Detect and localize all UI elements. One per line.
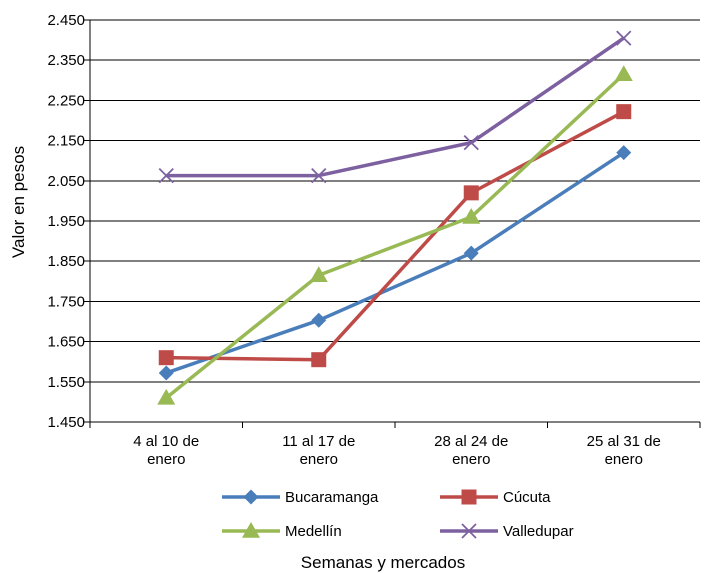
marker-stroke [311,167,327,184]
marker-shape [309,266,328,283]
marker-shape [157,388,176,405]
legend-marker [243,489,259,505]
marker-shape [616,145,632,161]
legend-item: Medellín [222,522,342,540]
data-point [311,352,327,368]
axes [84,19,701,428]
gridlines [90,19,700,423]
x-tick-label: 25 al 31 de enero [587,433,661,468]
legend-item: Cúcuta [440,489,551,506]
y-tick-label: 2.050 [47,173,85,190]
data-point [616,145,632,161]
y-tick-label: 2.250 [47,92,85,109]
marker-shape [463,185,479,201]
x-axis-title: Semanas y mercados [301,553,465,572]
data-point [311,167,327,184]
data-point [614,65,633,82]
data-point [463,185,479,201]
marker-shape [461,489,477,505]
data-point [462,207,481,224]
y-tick-label: 1.750 [47,293,85,310]
legend: Bucaramanga Cúcuta Medellín Valledupar [222,489,574,540]
series-line [165,151,625,375]
y-axis-title: Valor en pesos [9,146,28,258]
x-tick-label: 28 al 24 de enero [434,433,508,468]
y-tick-label: 1.650 [47,334,85,351]
marker-stroke [463,134,479,151]
legend-marker [242,522,260,538]
legend-item: Valledupar [440,523,574,540]
data-point [463,245,479,261]
data-point [158,167,174,184]
data-point [311,312,327,328]
data-point [158,350,174,366]
series-valledupar [158,30,632,184]
y-tick-label: 2.150 [47,133,85,150]
marker-shape [243,489,259,505]
marker-stroke [461,523,477,539]
series-line [165,72,625,400]
marker-stroke [158,167,174,184]
legend-label: Valledupar [503,523,574,540]
marker-shape [616,104,632,120]
marker-shape [158,365,174,381]
y-tick-label: 1.850 [47,253,85,270]
data-point [158,365,174,381]
marker-stroke [616,30,632,46]
data-point [616,104,632,120]
marker-shape [158,350,174,366]
marker-shape [463,245,479,261]
marker-shape [311,312,327,328]
y-tick-label: 2.450 [47,12,85,29]
legend-marker [461,523,477,539]
y-tick-label: 1.450 [47,414,85,431]
series-cucuta [158,104,632,368]
y-tick-label: 1.550 [47,374,85,391]
series-line [166,36,625,178]
marker-shape [462,207,481,224]
series-bucaramanga [158,145,632,381]
marker-shape [614,65,633,82]
legend-label: Medellín [285,523,342,540]
x-tick-label: 4 al 10 de enero [133,433,199,468]
series-group [157,30,633,405]
x-tick-label: 11 al 17 de enero [282,433,355,468]
legend-label: Cúcuta [503,489,551,506]
series-line [166,110,625,362]
series-medellin [157,65,633,405]
legend-item: Bucaramanga [222,489,379,506]
y-tick-label: 1.950 [47,213,85,230]
data-point [157,388,176,405]
legend-marker [461,489,477,505]
y-tick-label: 2.350 [47,52,85,69]
legend-label: Bucaramanga [285,489,379,506]
data-point [616,30,632,46]
marker-shape [311,352,327,368]
marker-shape [242,522,260,538]
x-tick-labels: 4 al 10 de enero 11 al 17 de enero 28 al 24 … [133,433,661,468]
y-tick-labels: 1.450 1.550 1.650 1.750 1.850 1.950 2.050 2.150… [47,12,85,431]
data-point [309,266,328,283]
data-point [463,134,479,151]
